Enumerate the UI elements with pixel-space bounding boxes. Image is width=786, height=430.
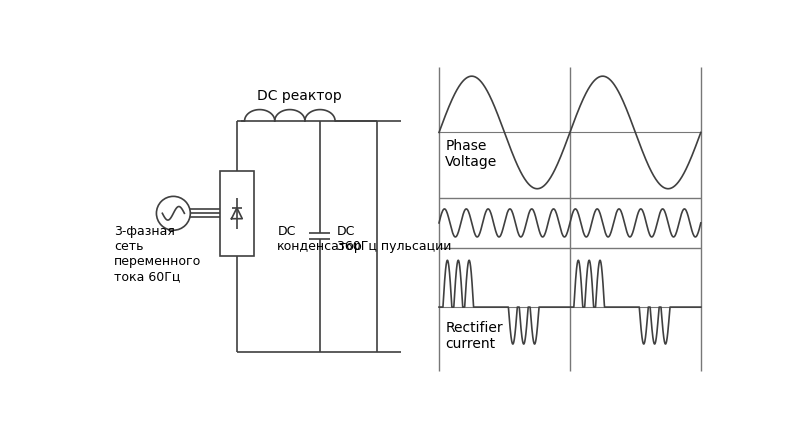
Text: DC
360Гц пульсации: DC 360Гц пульсации: [336, 225, 451, 253]
Text: DC реактор: DC реактор: [257, 89, 342, 103]
Text: DC
конденсатор: DC конденсатор: [277, 225, 363, 253]
Text: 3-фазная
сеть
переменного
тока 60Гц: 3-фазная сеть переменного тока 60Гц: [114, 225, 201, 283]
Text: Rectifier
current: Rectifier current: [445, 321, 503, 351]
Text: Phase
Voltage: Phase Voltage: [445, 138, 498, 169]
Bar: [219, 171, 254, 256]
